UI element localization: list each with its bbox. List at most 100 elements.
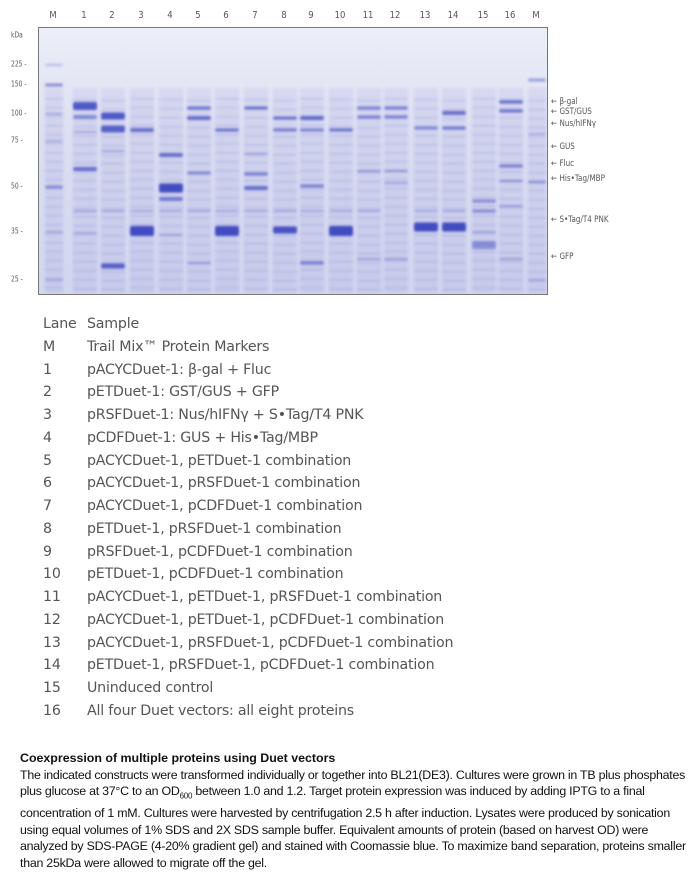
legend-row: 13 pACYCDuet-1, pRSFDuet-1, pCDFDuet-1 co…	[43, 635, 453, 658]
faint-band	[101, 217, 125, 219]
faint-band	[442, 262, 466, 264]
protein-band	[45, 279, 63, 281]
faint-band	[384, 233, 408, 235]
legend-row: 1 pACYCDuet-1: β-gal + Fluc	[43, 362, 453, 385]
protein-band	[329, 210, 353, 212]
faint-band	[414, 207, 438, 209]
protein-band	[357, 258, 381, 260]
faint-band	[528, 118, 546, 120]
faint-band	[215, 125, 239, 127]
faint-band	[215, 107, 239, 109]
arrow-left-icon: ←	[551, 97, 558, 107]
faint-band	[130, 143, 154, 145]
od-subscript: 600	[179, 791, 193, 801]
faint-band	[244, 225, 268, 227]
protein-band	[384, 106, 408, 110]
lane-label: 14	[447, 10, 459, 21]
caption-text-2: between 1.0 and 1.2. Target protein expr…	[20, 784, 686, 871]
faint-band	[300, 278, 324, 280]
faint-band	[45, 197, 63, 199]
lane-label: 6	[223, 10, 229, 21]
faint-band	[472, 125, 496, 127]
faint-band	[499, 270, 523, 272]
faint-band	[384, 161, 408, 163]
faint-band	[442, 118, 466, 120]
faint-band	[273, 253, 297, 255]
faint-band	[215, 215, 239, 217]
faint-band	[45, 170, 63, 172]
faint-band	[187, 244, 211, 246]
faint-band	[499, 117, 523, 119]
faint-band	[472, 251, 496, 253]
legend-row: 15 Uninduced control	[43, 680, 453, 703]
faint-band	[414, 252, 438, 254]
faint-band	[187, 145, 211, 147]
legend-lane: 1	[43, 361, 52, 378]
faint-band	[130, 152, 154, 154]
faint-band	[130, 224, 154, 226]
protein-band	[300, 128, 324, 132]
faint-band	[472, 134, 496, 136]
faint-band	[357, 199, 381, 201]
faint-band	[442, 181, 466, 183]
faint-band	[73, 144, 97, 146]
faint-band	[101, 253, 125, 255]
faint-band	[215, 224, 239, 226]
faint-band	[472, 161, 496, 163]
protein-band	[187, 116, 211, 120]
faint-band	[300, 206, 324, 208]
faint-band	[73, 279, 97, 281]
faint-band	[528, 109, 546, 111]
legend-header-sample: Sample	[87, 316, 139, 332]
arrow-left-icon: ←	[551, 159, 558, 169]
faint-band	[244, 243, 268, 245]
marker-size-value: 100	[11, 108, 23, 118]
faint-band	[329, 216, 353, 218]
protein-band	[215, 226, 239, 236]
protein-band	[384, 170, 408, 172]
faint-band	[528, 190, 546, 192]
lane-label: 9	[308, 10, 314, 21]
faint-band	[130, 287, 154, 289]
faint-band	[101, 190, 125, 192]
faint-band	[300, 251, 324, 253]
arrow-left-icon: ←	[551, 119, 558, 129]
faint-band	[357, 271, 381, 273]
legend-row: 12 pACYCDuet-1, pETDuet-1, pCDFDuet-1 com…	[43, 612, 453, 635]
faint-band	[159, 162, 183, 164]
protein-band	[159, 210, 183, 212]
protein-band	[273, 210, 297, 212]
faint-band	[300, 107, 324, 109]
faint-band	[73, 99, 97, 101]
faint-band	[357, 208, 381, 210]
faint-band	[73, 234, 97, 236]
faint-band	[528, 136, 546, 138]
faint-band	[187, 154, 211, 156]
gel-bands	[39, 28, 547, 294]
arrow-left-icon: ←	[551, 174, 558, 184]
faint-band	[159, 117, 183, 119]
legend-sample: pACYCDuet-1, pCDFDuet-1 combination	[87, 498, 363, 514]
faint-band	[414, 144, 438, 146]
protein-band	[101, 125, 125, 133]
protein-band	[499, 164, 523, 168]
faint-band	[472, 152, 496, 154]
faint-band	[528, 100, 546, 102]
lane-smear	[130, 88, 154, 293]
protein-band	[357, 170, 381, 172]
protein-band	[499, 180, 523, 182]
faint-band	[101, 181, 125, 183]
protein-band	[45, 83, 63, 87]
faint-band	[159, 216, 183, 218]
faint-band	[414, 189, 438, 191]
protein-band	[273, 116, 297, 120]
lane-label: 3	[138, 10, 144, 21]
band-label: ← GST/GUS	[551, 107, 592, 117]
protein-band	[130, 226, 154, 236]
faint-band	[73, 162, 97, 164]
band-label: ← His•Tag/MBP	[551, 174, 605, 184]
protein-band	[244, 186, 268, 190]
faint-band	[273, 208, 297, 210]
lane-label: 7	[252, 10, 258, 21]
faint-band	[357, 163, 381, 165]
